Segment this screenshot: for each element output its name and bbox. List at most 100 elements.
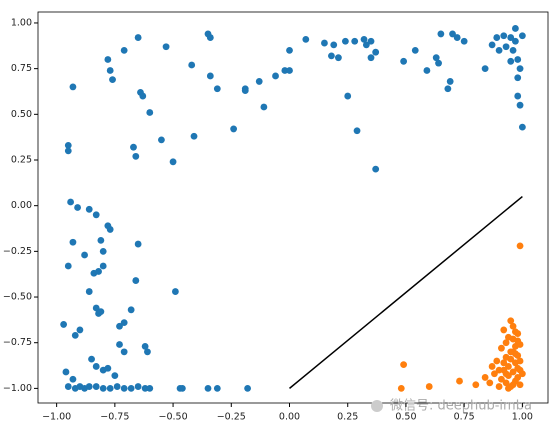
point xyxy=(505,384,512,392)
point xyxy=(139,92,147,100)
point xyxy=(106,67,114,74)
y-tick-label: −0.25 xyxy=(3,246,32,257)
point xyxy=(109,76,116,84)
point xyxy=(141,384,149,392)
point xyxy=(134,383,142,390)
point xyxy=(74,204,81,211)
y-tick-label: −1.00 xyxy=(3,383,32,394)
point xyxy=(491,370,498,378)
point xyxy=(127,306,135,314)
point xyxy=(435,59,442,67)
point xyxy=(120,384,128,392)
point xyxy=(456,377,463,385)
point xyxy=(130,143,137,151)
point xyxy=(509,46,517,54)
point xyxy=(341,37,349,45)
point xyxy=(92,304,100,312)
x-tick-label: 0.00 xyxy=(279,412,300,423)
point xyxy=(507,57,515,65)
point xyxy=(97,308,105,316)
point xyxy=(505,333,512,341)
point xyxy=(146,384,154,392)
point xyxy=(134,240,142,248)
point xyxy=(500,32,508,40)
point xyxy=(60,321,68,328)
point xyxy=(509,381,517,389)
point xyxy=(400,361,408,369)
point xyxy=(502,43,510,51)
point xyxy=(518,123,526,131)
point xyxy=(507,355,515,363)
point xyxy=(120,348,128,356)
point xyxy=(71,331,79,339)
point xyxy=(351,37,359,45)
point xyxy=(514,56,522,63)
point xyxy=(446,78,454,85)
point xyxy=(511,350,519,358)
point xyxy=(120,319,128,327)
point xyxy=(162,43,170,51)
point xyxy=(353,127,361,135)
point xyxy=(488,41,496,49)
point xyxy=(213,384,221,392)
point xyxy=(92,211,100,219)
point xyxy=(481,65,489,73)
point xyxy=(360,36,368,43)
point xyxy=(449,30,456,38)
point xyxy=(472,381,480,389)
point xyxy=(92,383,100,390)
point xyxy=(64,141,72,149)
x-tick-label: −0.75 xyxy=(100,412,129,423)
point xyxy=(514,92,522,100)
point xyxy=(514,74,522,82)
point xyxy=(502,379,510,387)
point xyxy=(111,372,119,379)
x-tick-label: −0.25 xyxy=(217,412,246,423)
point xyxy=(423,67,431,74)
point xyxy=(272,72,279,80)
point xyxy=(106,384,114,392)
point xyxy=(344,92,352,100)
point xyxy=(132,152,140,160)
point xyxy=(62,368,70,376)
point xyxy=(335,54,342,62)
point xyxy=(481,374,489,381)
point xyxy=(244,384,251,392)
point xyxy=(132,277,140,284)
point xyxy=(498,344,505,352)
point xyxy=(367,54,375,62)
point xyxy=(64,147,72,155)
point xyxy=(488,363,496,370)
point xyxy=(516,65,524,73)
point xyxy=(281,67,289,74)
point xyxy=(81,251,88,259)
point xyxy=(206,34,214,41)
point xyxy=(509,368,517,376)
x-tick-label: 0.50 xyxy=(395,412,416,423)
point xyxy=(444,85,452,93)
point xyxy=(178,384,186,392)
point xyxy=(113,383,121,390)
point xyxy=(500,326,508,334)
point xyxy=(498,375,505,383)
point xyxy=(99,262,107,270)
point xyxy=(230,125,238,133)
point xyxy=(502,370,510,378)
point xyxy=(171,288,179,295)
point xyxy=(460,37,468,45)
point xyxy=(372,165,380,173)
point xyxy=(92,363,100,370)
x-tick-label: −1.00 xyxy=(42,412,71,423)
point xyxy=(99,384,107,392)
point xyxy=(495,366,503,374)
point xyxy=(511,328,519,336)
watermark-icon xyxy=(371,400,383,412)
point xyxy=(432,54,440,62)
point xyxy=(146,109,154,116)
point xyxy=(104,56,112,63)
point xyxy=(516,101,524,109)
point xyxy=(64,383,72,390)
point xyxy=(144,348,151,356)
point xyxy=(400,57,408,65)
point xyxy=(328,52,335,60)
